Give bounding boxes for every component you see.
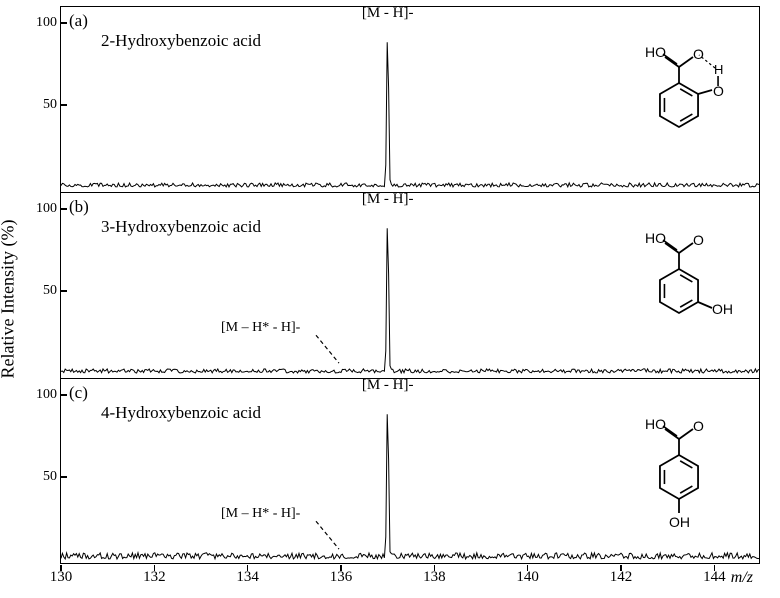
panel-letter: (b): [69, 197, 89, 217]
panel-letter: (a): [69, 11, 88, 31]
x-tick-label: 142: [610, 569, 633, 586]
compound-name: 3-Hydroxybenzoic acid: [101, 217, 261, 237]
x-tick-label: 138: [423, 569, 446, 586]
svg-text:OH: OH: [669, 514, 690, 530]
y-tick-label: 100: [36, 387, 57, 403]
panels-container: 50100(a)2-Hydroxybenzoic acid[M - H]-HOO…: [60, 6, 760, 566]
panel-letter: (c): [69, 383, 88, 403]
x-tick-label: 144: [703, 569, 726, 586]
x-tick-label: 134: [236, 569, 259, 586]
spectrum-panel: 50100(a)2-Hydroxybenzoic acid[M - H]-HOO…: [60, 6, 760, 192]
spectrum-panel: 50100(b)3-Hydroxybenzoic acid[M - H]-[M …: [60, 192, 760, 378]
svg-text:HO: HO: [645, 416, 666, 432]
fragment-peak-label: [M – H* - H]-: [221, 506, 300, 522]
x-tick-label: 130: [50, 569, 73, 586]
structure-icon: HOOOH: [624, 17, 744, 172]
y-tick-label: 100: [36, 15, 57, 31]
x-axis-label: m/z: [731, 569, 753, 587]
spectrum-panel: 50100130132134136138140142144m/z(c)4-Hyd…: [60, 378, 760, 564]
main-peak-label: [M - H]-: [362, 191, 414, 208]
svg-text:H: H: [714, 62, 723, 77]
svg-text:HO: HO: [645, 44, 666, 60]
x-tick-label: 140: [516, 569, 539, 586]
y-axis-label: Relative Intensity (%): [0, 220, 19, 379]
structure-icon: HO O OH: [624, 389, 744, 544]
svg-text:OH: OH: [712, 301, 733, 317]
compound-name: 2-Hydroxybenzoic acid: [101, 31, 261, 51]
main-peak-label: [M - H]-: [362, 5, 414, 22]
structure-icon: HO O OH: [624, 203, 744, 358]
svg-text:O: O: [693, 232, 704, 248]
figure-container: Relative Intensity (%) 50 100 (a) 2-Hydroxy…: [0, 0, 780, 598]
x-tick-label: 136: [330, 569, 353, 586]
y-tick-label: 50: [43, 97, 57, 113]
y-tick-label: 50: [43, 283, 57, 299]
svg-text:HO: HO: [645, 230, 666, 246]
svg-text:O: O: [693, 418, 704, 434]
y-tick-label: 50: [43, 469, 57, 485]
y-tick-label: 100: [36, 201, 57, 217]
x-tick-label: 132: [143, 569, 166, 586]
main-peak-label: [M - H]-: [362, 377, 414, 394]
svg-text:O: O: [693, 46, 704, 62]
fragment-peak-label: [M – H* - H]-: [221, 320, 300, 336]
compound-name: 4-Hydroxybenzoic acid: [101, 403, 261, 423]
